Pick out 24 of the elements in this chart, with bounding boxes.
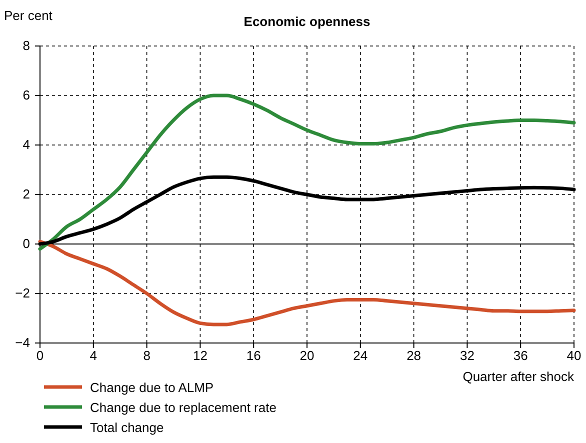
y-tick-label: 0 [22,236,30,252]
x-tick-label: 16 [246,348,261,364]
x-tick-label: 28 [406,348,422,364]
x-axis-title: Quarter after shock [462,369,574,384]
x-tick-label: 12 [192,348,208,364]
y-tick-label: 8 [22,38,30,54]
legend-label: Change due to replacement rate [90,400,276,415]
x-tick-label: 32 [460,348,474,364]
x-tick-label: 24 [353,348,368,364]
x-tick-label: 20 [300,348,314,364]
y-tick-label: −4 [15,335,30,350]
x-tick-label: 0 [36,348,44,364]
y-tick-label: 4 [22,137,30,152]
x-tick-label: 8 [143,348,150,364]
x-tick-label: 40 [566,348,582,364]
x-tick-label: 36 [513,348,528,364]
chart-title: Economic openness [244,14,370,29]
y-tick-label: 6 [22,88,30,103]
legend-label: Change due to ALMP [90,380,214,395]
y-tick-label: −2 [15,286,30,301]
x-tick-label: 4 [90,348,98,364]
legend-label: Total change [90,420,164,435]
y-tick-label: 2 [22,186,30,202]
y-axis-title: Per cent [4,8,53,23]
